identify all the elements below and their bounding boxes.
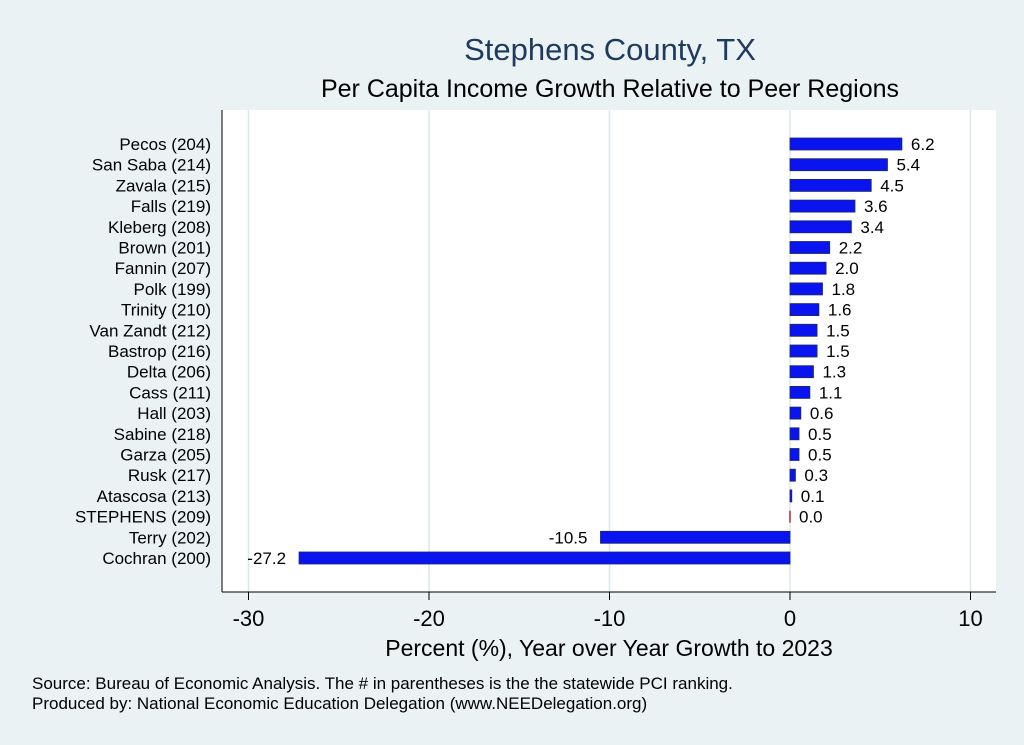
category-label: Hall (203): [137, 404, 211, 423]
category-label: Rusk (217): [128, 466, 211, 485]
value-label: 0.3: [804, 466, 828, 485]
category-label: Zavala (215): [116, 176, 211, 195]
value-label: 0.1: [801, 487, 825, 506]
value-labels: 6.25.44.53.63.42.22.01.81.61.51.51.31.10…: [247, 135, 934, 568]
value-label: 1.1: [819, 383, 843, 402]
category-labels: Pecos (204) San Saba (214)Zavala (215) Fal…: [75, 135, 211, 568]
x-tick-label: -10: [594, 606, 626, 631]
bar: [789, 344, 818, 358]
category-label: Atascosa (213): [97, 487, 211, 506]
value-label: 6.2: [911, 135, 935, 154]
value-label: 1.8: [831, 280, 855, 299]
bar: [789, 199, 856, 213]
bar: [789, 220, 852, 234]
bars-group: [298, 137, 903, 565]
category-label: Trinity (210): [121, 301, 211, 320]
value-label: 2.0: [835, 259, 859, 278]
bar: [789, 385, 811, 399]
bar: [789, 323, 818, 337]
bar: [789, 282, 823, 296]
category-label: Van Zandt (212): [89, 321, 211, 340]
x-tick-label: -30: [233, 606, 265, 631]
value-label: 3.4: [860, 218, 884, 237]
bar: [789, 427, 800, 441]
category-label: Cochran (200): [102, 549, 211, 568]
value-label: 5.4: [896, 156, 920, 175]
category-label: Polk (199): [134, 280, 211, 299]
value-label: 1.6: [828, 301, 852, 320]
value-label: -27.2: [247, 549, 286, 568]
bar: [298, 551, 791, 565]
value-label: 3.6: [864, 197, 888, 216]
bar: [789, 137, 903, 151]
category-label: Cass (211): [129, 383, 211, 402]
category-label: Terry (202): [129, 528, 211, 547]
x-tick-label: 10: [958, 606, 982, 631]
bar: [789, 406, 802, 420]
bar: [789, 489, 793, 503]
category-label: Bastrop (216): [108, 342, 211, 361]
value-label: 1.5: [826, 321, 850, 340]
category-label: STEPHENS (209): [75, 508, 211, 527]
bar: [789, 261, 827, 275]
value-label: 4.5: [880, 176, 904, 195]
bar: [600, 530, 791, 544]
bar: [789, 448, 800, 461]
chart-title: Stephens County, TX: [464, 32, 756, 67]
produced-by-note: Produced by: National Economic Education…: [32, 694, 647, 713]
category-label: Pecos (204): [119, 135, 211, 154]
value-label: -10.5: [549, 528, 588, 547]
bar: [789, 178, 872, 192]
category-label: Falls (219): [131, 197, 211, 216]
category-label: Fannin (207): [115, 259, 211, 278]
value-label: 0.6: [810, 404, 834, 423]
bar: [789, 303, 820, 317]
bar: [789, 241, 831, 254]
x-ticks: -30 -20 -10 0 10: [233, 592, 983, 631]
category-label: San Saba (214): [92, 156, 211, 175]
x-axis-label: Percent (%), Year over Year Growth to 20…: [385, 635, 833, 661]
value-label: 0.5: [808, 446, 832, 465]
category-label: Brown (201): [118, 239, 211, 258]
x-tick-label: 0: [784, 606, 796, 631]
source-note: Source: Bureau of Economic Analysis. The…: [32, 674, 733, 693]
value-label: 1.5: [826, 342, 850, 361]
bar: [789, 365, 814, 379]
value-label: 0.5: [808, 425, 832, 444]
chart-subtitle: Per Capita Income Growth Relative to Pee…: [321, 75, 899, 103]
category-label: Delta (206): [127, 363, 211, 382]
category-label: Kleberg (208): [108, 218, 211, 237]
category-label: Garza (205): [120, 446, 211, 465]
value-label: 2.2: [839, 239, 863, 258]
bar: [789, 158, 888, 172]
value-label: 1.3: [822, 363, 846, 382]
bar: [789, 468, 796, 482]
x-tick-label: -20: [413, 606, 445, 631]
value-label: 0.0: [799, 508, 823, 527]
bar: [789, 510, 791, 523]
category-label: Sabine (218): [114, 425, 211, 444]
